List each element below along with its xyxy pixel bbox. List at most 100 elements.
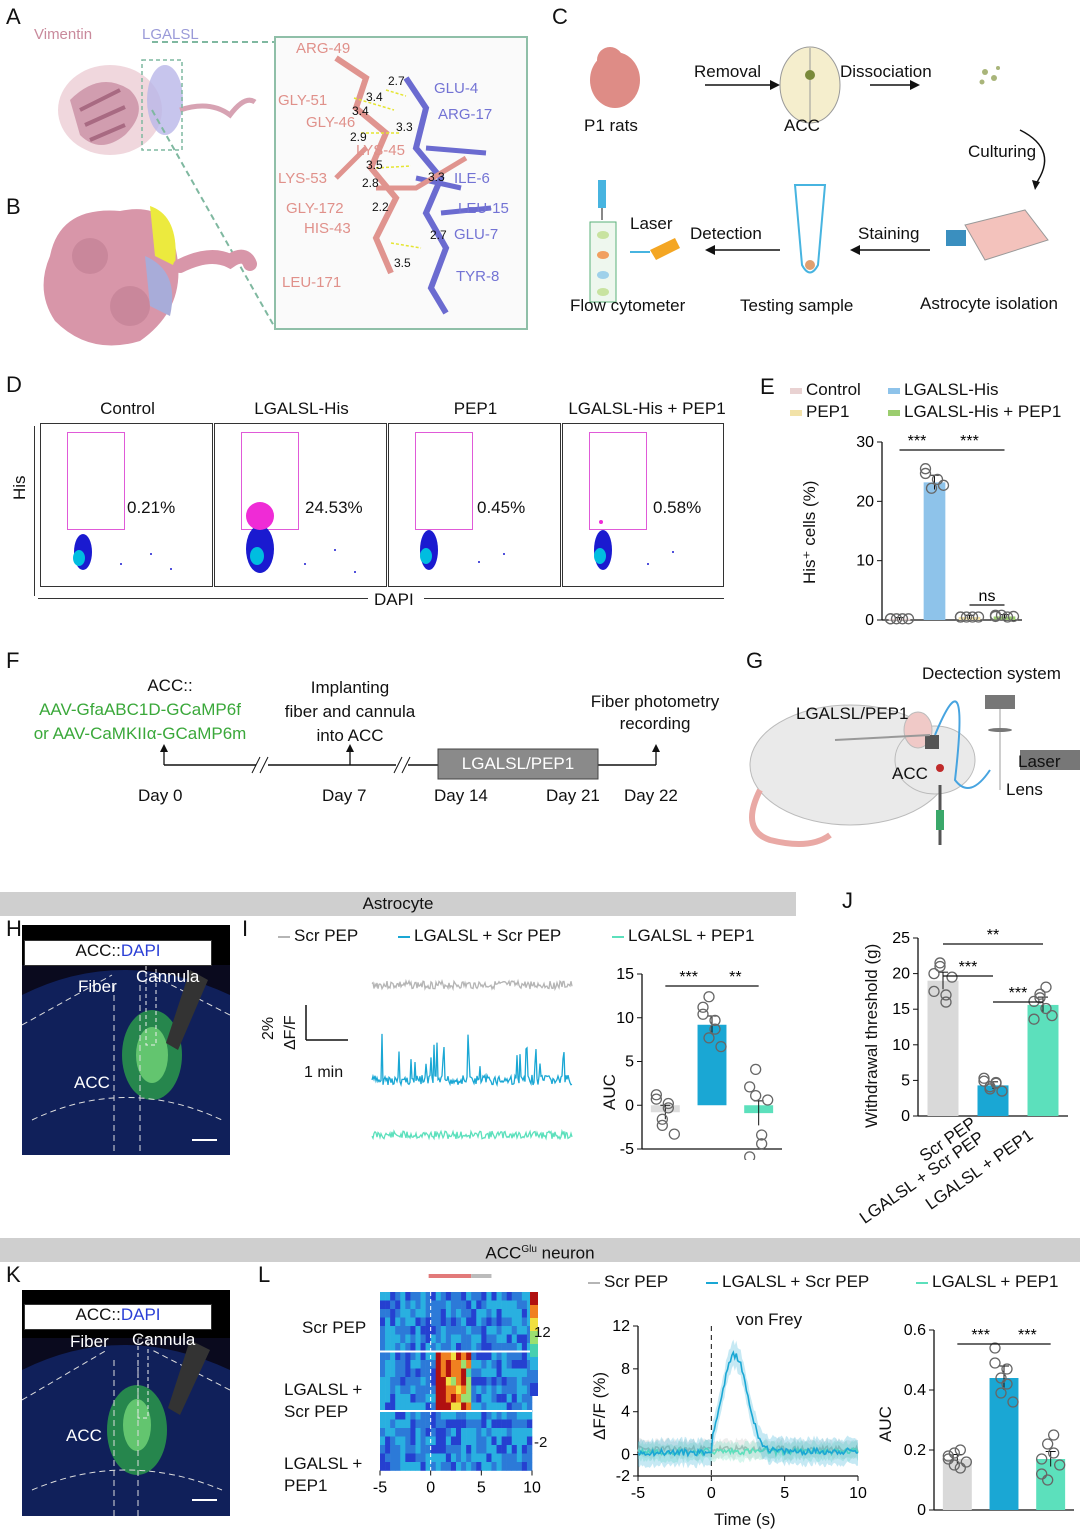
- heatmap-cell: [501, 1368, 507, 1378]
- heatmap-cell: [506, 1394, 513, 1403]
- heatmap-cell: [501, 1351, 507, 1361]
- heatmap-cell: [511, 1334, 518, 1344]
- k-fiber: Fiber: [70, 1332, 109, 1351]
- heatmap-cell: [425, 1445, 431, 1454]
- f-day14: Day 14: [434, 786, 488, 805]
- heatmap-cell: [476, 1436, 482, 1446]
- heatmap-cell: [476, 1453, 482, 1463]
- data-dot: [940, 989, 952, 1001]
- heatmap-cell: [440, 1334, 447, 1344]
- heatmap-cell: [445, 1385, 452, 1395]
- heatmap-cell: [425, 1394, 431, 1403]
- heatmap-cell: [400, 1411, 406, 1420]
- heatmap-cell: [526, 1343, 533, 1352]
- y-tick-label: 0: [625, 1097, 634, 1114]
- heatmap-cell: [466, 1394, 472, 1403]
- heatmap-cell: [430, 1428, 437, 1437]
- heatmap-cell: [415, 1453, 421, 1463]
- colorbar-seg: [530, 1292, 538, 1305]
- data-dot: [919, 467, 932, 480]
- heatmap-cell: [516, 1317, 523, 1327]
- i-legend-lgalsl-scr: LGALSL + Scr PEP: [398, 926, 561, 946]
- data-dot: [1048, 1429, 1060, 1441]
- heatmap-cell: [420, 1402, 426, 1412]
- heatmap-cell: [405, 1428, 411, 1437]
- c-laser: Laser: [630, 214, 673, 233]
- x-tick-label: 5: [780, 1485, 789, 1502]
- sig-label: ***: [679, 969, 698, 986]
- heatmap-cell: [471, 1428, 477, 1437]
- y-tick-label: 0.2: [904, 1442, 926, 1459]
- heatmap-cell: [450, 1428, 457, 1437]
- c-astrocyte-isolation: Astrocyte isolation: [920, 294, 1058, 313]
- heatmap-cell: [496, 1445, 502, 1454]
- heatmap-cell: [481, 1436, 487, 1446]
- l-vonfrey: von Frey: [736, 1310, 803, 1329]
- heatmap-cell: [415, 1343, 421, 1352]
- heatmap-cell: [461, 1445, 467, 1454]
- heatmap-cell: [405, 1462, 411, 1471]
- heatmap-cell: [440, 1411, 447, 1420]
- heatmap-cell: [481, 1326, 487, 1335]
- i-legend-scr: Scr PEP: [278, 926, 358, 946]
- heatmap-cell: [461, 1436, 467, 1446]
- y-tick-label: 30: [856, 434, 874, 451]
- heatmap-cell: [466, 1385, 472, 1395]
- heatmap-cell: [496, 1368, 502, 1378]
- heatmap-cell: [466, 1419, 472, 1429]
- heatmap-cell: [390, 1343, 396, 1352]
- h-cannula: Cannula: [136, 967, 200, 986]
- heatmap-cell: [511, 1428, 518, 1437]
- heatmap-cell: [516, 1309, 523, 1318]
- heatmap-cell: [405, 1309, 411, 1318]
- heatmap-cell: [481, 1445, 487, 1454]
- heatmap-cell: [471, 1351, 477, 1361]
- heatmap-cell: [390, 1385, 396, 1395]
- heatmap-cell: [440, 1300, 447, 1310]
- heatmap-cell: [440, 1428, 447, 1437]
- f-fp1: Fiber photometry: [590, 692, 720, 711]
- heatmap-cell: [385, 1411, 391, 1420]
- heatmap-cell: [526, 1453, 533, 1463]
- heatmap-cell: [516, 1394, 523, 1403]
- heatmap-cell: [501, 1334, 507, 1344]
- data-dot: [890, 613, 903, 625]
- data-dot: [995, 1372, 1007, 1384]
- heatmap-cell: [466, 1317, 472, 1327]
- heatmap-cell: [516, 1445, 523, 1454]
- heatmap-cell: [395, 1394, 401, 1403]
- heatmap-cell: [445, 1300, 452, 1310]
- heatmap-cell: [486, 1402, 492, 1412]
- heatmap-cell: [415, 1351, 421, 1361]
- heatmap-cell: [521, 1428, 528, 1437]
- sig-label: ***: [1018, 1327, 1037, 1344]
- heatmap-cell: [496, 1402, 502, 1412]
- data-dot: [954, 1462, 966, 1474]
- heatmap-cell: [420, 1343, 426, 1352]
- heatmap-cell: [405, 1300, 411, 1310]
- c-culturing: Culturing: [968, 142, 1037, 161]
- k-title-box: ACC::DAPI: [24, 1304, 212, 1330]
- heatmap-cell: [435, 1334, 442, 1344]
- heatmap-cell: [496, 1385, 502, 1395]
- heatmap-cell: [506, 1385, 513, 1395]
- heatmap-cell: [481, 1300, 487, 1310]
- heatmap-cell: [496, 1419, 502, 1429]
- heatmap-cell: [511, 1419, 518, 1429]
- y-tick-label: 15: [892, 1001, 910, 1018]
- heatmap-cell: [450, 1300, 457, 1310]
- heatmap-cell: [476, 1309, 482, 1318]
- y-tick-label: 8: [621, 1361, 630, 1378]
- heatmap-cell: [445, 1436, 452, 1446]
- heatmap-cell: [390, 1377, 396, 1386]
- heatmap-cell: [435, 1411, 442, 1420]
- heatmap-cell: [461, 1292, 467, 1301]
- heatmap-cell: [456, 1445, 462, 1454]
- heatmap-cell: [471, 1411, 477, 1420]
- data-dot: [744, 1081, 756, 1093]
- heatmap-cell: [405, 1360, 411, 1369]
- res-leu15: LEU-15: [458, 200, 509, 217]
- heatmap-cell: [511, 1317, 518, 1327]
- heatmap-cell: [400, 1428, 406, 1437]
- heatmap-cell: [385, 1368, 391, 1378]
